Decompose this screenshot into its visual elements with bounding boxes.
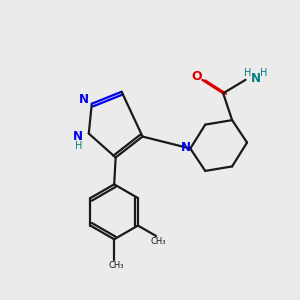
Text: N: N [251,72,261,85]
Text: CH₃: CH₃ [151,237,166,246]
Text: N: N [181,140,191,154]
Text: H: H [244,68,252,78]
Text: N: N [78,93,88,106]
Text: O: O [192,70,202,83]
Text: N: N [73,130,83,143]
Text: H: H [260,68,268,78]
Text: H: H [75,141,82,151]
Text: CH₃: CH₃ [109,261,124,270]
